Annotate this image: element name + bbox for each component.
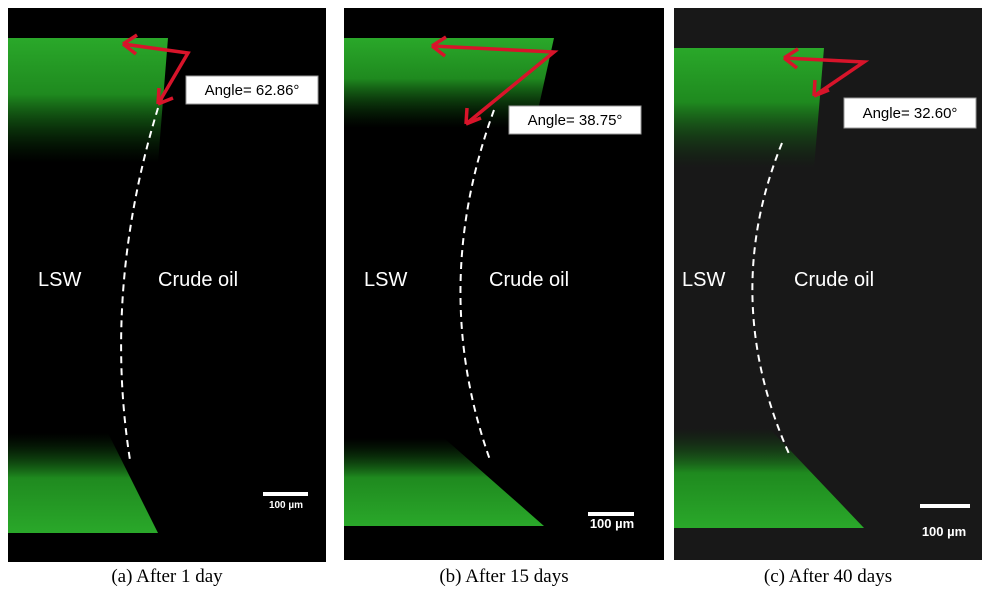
phase-label: LSW — [682, 269, 725, 291]
phase-label: LSW — [364, 269, 407, 291]
angle-label: Angle= 62.86° — [205, 82, 300, 99]
micrograph: Angle= 62.86° LSW Crude oil 100 µm — [8, 8, 326, 562]
angle-label: Angle= 32.60° — [863, 105, 958, 122]
phase-label: Crude oil — [489, 269, 569, 291]
scale-bar — [920, 504, 970, 508]
scale-label: 100 µm — [590, 516, 634, 531]
scale-bar — [263, 492, 308, 496]
micrograph: Angle= 38.75° LSW Crude oil 100 µm — [344, 8, 664, 560]
caption: (c) After 40 days — [708, 566, 948, 588]
green-region-top — [8, 38, 168, 163]
micrograph: Angle= 32.60° LSW Crude oil 100 µm — [674, 8, 982, 560]
green-region-top — [674, 48, 824, 168]
caption: (a) After 1 day — [47, 566, 287, 588]
caption: (b) After 15 days — [384, 566, 624, 588]
phase-label: Crude oil — [794, 269, 874, 291]
scale-label: 100 µm — [269, 500, 303, 511]
phase-label: LSW — [38, 269, 81, 291]
phase-label: Crude oil — [158, 269, 238, 291]
figure: Angle= 62.86° LSW Crude oil 100 µm (a) After… — [0, 0, 982, 592]
angle-label: Angle= 38.75° — [528, 112, 623, 129]
scale-label: 100 µm — [922, 524, 966, 539]
